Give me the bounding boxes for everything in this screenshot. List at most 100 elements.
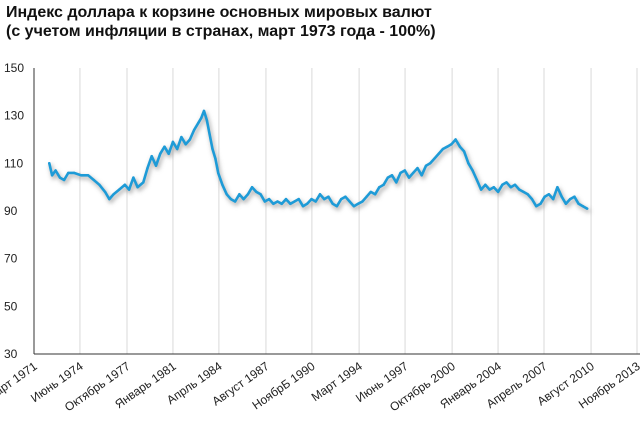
data-point-0-45	[242, 197, 245, 201]
data-point-0-0	[48, 162, 51, 165]
data-point-0-110	[518, 188, 521, 191]
data-point-0-89	[429, 162, 432, 165]
data-point-0-91	[437, 152, 440, 155]
data-point-0-42	[229, 197, 233, 201]
data-point-0-53	[276, 200, 279, 203]
data-point-0-51	[267, 197, 271, 201]
data-point-0-119	[556, 186, 559, 189]
data-point-0-84	[407, 176, 411, 179]
data-point-0-26	[171, 140, 175, 144]
data-point-0-8	[86, 174, 90, 177]
data-point-0-74	[365, 195, 368, 198]
data-point-0-112	[526, 193, 529, 196]
data-point-0-55	[284, 197, 288, 201]
data-point-0-82	[399, 171, 402, 175]
data-point-0-6	[72, 171, 76, 175]
data-point-0-16	[127, 188, 131, 191]
data-point-0-79	[386, 176, 389, 179]
data-point-0-29	[184, 143, 187, 146]
data-point-0-9	[92, 178, 96, 182]
data-point-0-27	[176, 147, 179, 151]
y-tick-label-110: 110	[4, 156, 23, 170]
data-point-0-48	[255, 190, 258, 194]
data-point-0-58	[297, 197, 300, 201]
data-point-0-10	[98, 183, 101, 186]
data-point-0-94	[450, 143, 453, 146]
data-point-0-23	[159, 152, 162, 155]
data-point-0-57	[293, 200, 296, 203]
data-point-0-102	[484, 183, 487, 186]
data-point-0-90	[433, 157, 436, 160]
data-point-0-126	[585, 207, 589, 210]
data-point-0-109	[513, 183, 517, 186]
data-point-0-7	[79, 174, 83, 177]
data-point-0-69	[344, 195, 347, 198]
y-tick-label-90: 90	[4, 204, 18, 218]
data-point-0-98	[467, 162, 470, 165]
y-tick-label-70: 70	[4, 252, 18, 266]
data-point-0-50	[263, 200, 266, 203]
data-point-0-25	[167, 152, 170, 155]
data-point-0-93	[446, 145, 449, 148]
data-point-0-92	[441, 147, 445, 151]
data-point-0-30	[188, 138, 192, 141]
data-point-0-60	[306, 202, 309, 205]
data-point-0-36	[208, 133, 211, 136]
data-point-0-75	[369, 190, 372, 194]
data-point-0-116	[543, 195, 546, 198]
data-point-0-15	[123, 183, 127, 186]
data-point-0-86	[416, 166, 419, 170]
data-point-0-21	[150, 155, 153, 158]
data-point-0-122	[568, 197, 572, 201]
data-point-0-101	[479, 188, 483, 191]
data-point-0-62	[314, 200, 317, 203]
data-point-0-34	[202, 109, 206, 113]
y-tick-label-50: 50	[4, 299, 18, 313]
data-point-0-39	[217, 171, 220, 175]
data-point-0-19	[142, 181, 145, 184]
data-point-0-120	[560, 195, 563, 198]
data-point-0-56	[289, 202, 292, 205]
data-point-0-117	[547, 193, 551, 196]
data-point-0-114	[535, 205, 538, 208]
y-tick-label-130: 130	[4, 109, 24, 123]
data-point-0-31	[192, 128, 196, 132]
data-point-0-100	[475, 178, 479, 182]
data-point-0-43	[233, 200, 237, 203]
data-point-0-35	[205, 119, 209, 122]
chart-subtitle: (с учетом инфляции в странах, март 1973 …	[6, 23, 436, 40]
data-point-0-72	[356, 202, 360, 205]
chart-title-block: Индекс доллара к корзине основных мировы…	[6, 3, 636, 41]
data-point-0-54	[280, 202, 283, 205]
data-point-0-3	[58, 176, 62, 179]
data-point-0-118	[552, 197, 555, 201]
data-point-0-71	[352, 205, 356, 208]
axes	[33, 68, 640, 355]
y-axis-ticks: 30 50 70 90 110 130 150	[4, 61, 24, 361]
data-point-0-124	[577, 202, 580, 205]
data-point-0-66	[331, 202, 334, 205]
data-point-0-123	[573, 195, 576, 198]
data-point-0-38	[214, 157, 217, 160]
data-point-0-44	[238, 193, 241, 196]
data-point-0-107	[505, 181, 508, 184]
data-point-0-59	[301, 205, 305, 208]
data-point-0-28	[180, 135, 183, 139]
data-point-0-68	[340, 197, 343, 201]
data-point-0-52	[272, 202, 275, 205]
data-point-0-108	[509, 186, 512, 189]
data-point-0-5	[67, 171, 70, 175]
data-point-0-12	[108, 197, 111, 201]
data-point-0-104	[492, 186, 495, 189]
data-point-0-11	[103, 190, 107, 194]
data-point-0-125	[581, 205, 585, 208]
data-point-0-18	[136, 186, 139, 189]
data-point-0-65	[327, 195, 330, 198]
data-point-0-88	[424, 164, 428, 167]
data-point-0-96	[458, 145, 462, 148]
data-point-0-78	[382, 183, 385, 186]
data-point-0-95	[454, 138, 457, 141]
data-point-0-121	[564, 202, 568, 205]
